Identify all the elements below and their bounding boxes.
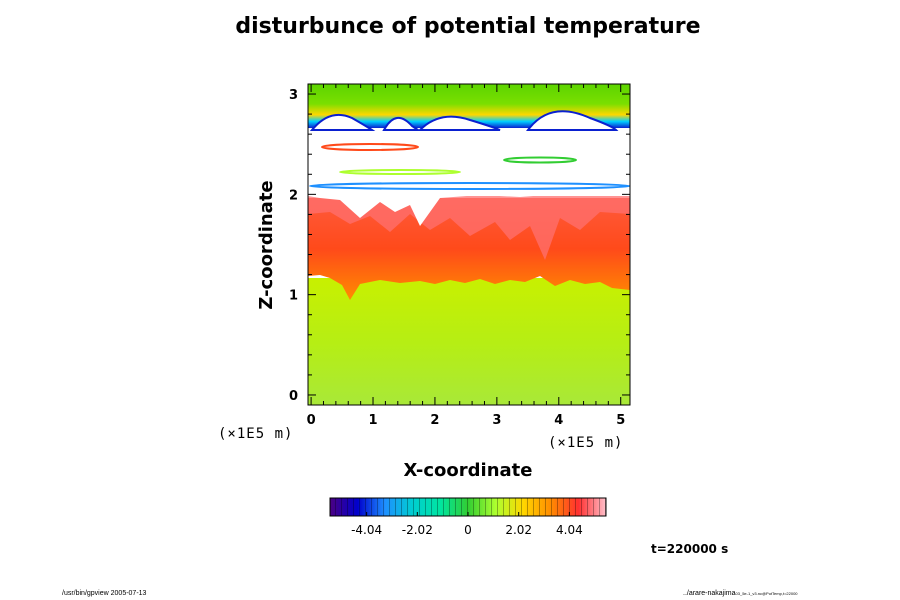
x-tick-label: 5 [616,413,625,428]
x-tick-label: 2 [430,413,439,428]
colorbar-ticks: -4.04 -2.02 0 2.02 4.04 [351,512,583,537]
y-tick-label: 1 [289,289,298,304]
colorbar-tick-label: 4.04 [556,523,583,537]
colorbar-tick-label: 2.02 [505,523,532,537]
colorbar-tick-label: 0 [464,523,472,537]
top-cells [309,110,619,131]
region-white [308,128,630,226]
filament-1 [321,143,419,151]
footer-right-small: 03_5e-1_v3.nc@PotTemp,t=22000 [735,591,798,596]
x-unit-label: (×1E5 m) [548,435,624,451]
footer-right-main: ../arare-nakajima [683,590,736,597]
colorbar-tick-label: -4.04 [351,523,382,537]
x-tick-label: 1 [368,413,377,428]
chart-title: disturbunce of potential temperature [235,14,701,39]
x-tick-label: 3 [492,413,501,428]
x-tick-label: 0 [307,413,316,428]
y-tick-label: 0 [289,389,298,404]
colorbar-tick-label: -2.02 [402,523,433,537]
footer-left: /usr/bin/gpview 2005-07-13 [62,590,147,597]
colorbar-stripes [330,498,606,516]
z-unit-label: (×1E5 m) [218,426,294,442]
filament-4 [339,169,461,175]
z-axis-label: Z-coordinate [256,180,277,309]
region-pink [308,196,630,260]
x-axis-label: X-coordinate [404,460,533,481]
region-lower [308,278,630,405]
heatmap-field [308,84,630,405]
footer-right: ../arare-nakajima03_5e-1_v3.nc@PotTemp,t… [683,590,798,597]
y-tick-label: 2 [289,188,298,203]
axes: 0 1 2 3 4 5 0 1 2 3 [289,84,630,428]
time-label: t=220000 s [651,542,729,556]
y-tick-label: 3 [289,88,298,103]
plot-frame [307,83,631,406]
x-tick-label: 4 [554,413,563,428]
filament-3 [309,182,630,190]
filament-2 [503,156,577,164]
